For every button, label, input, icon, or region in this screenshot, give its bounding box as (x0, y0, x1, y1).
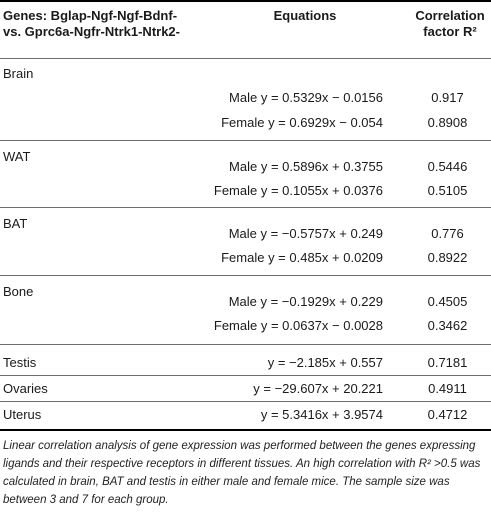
row-brain-tissue: Brain (3, 66, 34, 81)
row-ovaries-r2: 0.4911 (428, 381, 467, 396)
row-ovaries-equation: y = −29.607x + 20.221 (253, 381, 383, 396)
header-equations: Equations (273, 8, 337, 23)
row-testis-equation: y = −2.185x + 0.557 (267, 355, 383, 370)
row-bat-female-equation: Female y = 0.485x + 0.0209 (221, 250, 383, 265)
row-wat-male-equation: Male y = 0.5896x + 0.3755 (229, 159, 383, 174)
row-divider (0, 344, 491, 345)
row-brain-male-equation: Male y = 0.5329x − 0.0156 (229, 90, 383, 105)
row-bone-female-equation: Female y = 0.0637x − 0.0028 (213, 318, 383, 333)
row-divider (0, 401, 491, 402)
row-wat-tissue: WAT (3, 149, 31, 164)
row-uterus-r2: 0.4712 (427, 407, 468, 422)
row-brain-female-r2: 0.8908 (427, 115, 468, 130)
row-bat-male-r2: 0.776 (431, 226, 464, 241)
row-divider (0, 375, 491, 376)
row-divider (0, 275, 491, 276)
row-bat-tissue: BAT (3, 216, 28, 231)
header-genes: Genes: Bglap-Ngf-Ngf-Bdnf- vs. Gprc6a-Ng… (3, 8, 180, 39)
row-divider (0, 140, 491, 141)
header-rule (0, 58, 491, 59)
table-footnote: Linear correlation analysis of gene expr… (3, 440, 481, 506)
row-ovaries-tissue: Ovaries (3, 381, 48, 396)
row-uterus-equation: y = 5.3416x + 3.9574 (260, 407, 383, 422)
row-bat-male-equation: Male y = −0.5757x + 0.249 (228, 226, 383, 241)
row-testis-tissue: Testis (3, 355, 37, 370)
row-uterus-tissue: Uterus (3, 407, 42, 422)
row-bone-male-equation: Male y = −0.1929x + 0.229 (228, 294, 383, 309)
row-brain-female-equation: Female y = 0.6929x − 0.054 (221, 115, 383, 130)
row-wat-female-equation: Female y = 0.1055x + 0.0376 (213, 183, 383, 198)
row-divider (0, 207, 491, 208)
bottom-rule (0, 429, 491, 431)
row-bone-male-r2: 0.4505 (427, 294, 468, 309)
row-bone-female-r2: 0.3462 (427, 318, 468, 333)
row-testis-r2: 0.7181 (427, 355, 468, 370)
row-bat-female-r2: 0.8922 (427, 250, 468, 265)
row-bone-tissue: Bone (3, 284, 34, 299)
row-wat-male-r2: 0.5446 (427, 159, 468, 174)
header-correlation: Correlation factor R² (415, 8, 485, 39)
row-wat-female-r2: 0.5105 (427, 183, 468, 198)
top-rule (0, 0, 491, 2)
row-brain-male-r2: 0.917 (431, 90, 464, 105)
